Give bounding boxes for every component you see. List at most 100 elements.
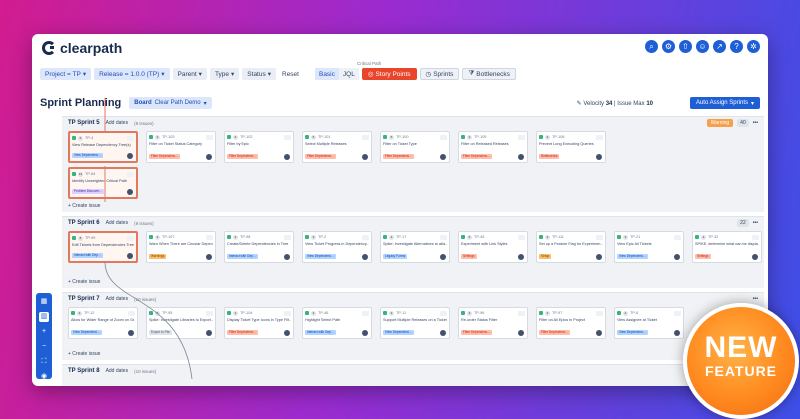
card-menu-button[interactable] <box>596 134 603 140</box>
issue-card[interactable]: 3 TP-17 Spike: Investigate Alternatives to… <box>380 231 450 263</box>
card-menu-button[interactable] <box>440 234 447 240</box>
release-filter[interactable]: Release = 1.0.0 (TP) ▾ <box>94 68 170 80</box>
board-selector[interactable]: Board Clear Path Demo ▾ <box>129 97 212 109</box>
issue-card[interactable]: 3 TP-11 Support Multiple Releases on a Tic… <box>380 307 450 339</box>
bottlenecks-button[interactable]: ⧩ Bottlenecks <box>462 68 516 80</box>
issue-card[interactable]: 5 TP-4 View Release Dependency Tree(s) View… <box>68 131 138 163</box>
jql-mode-button[interactable]: JQL <box>338 68 359 80</box>
issue-card[interactable]: 3 TP-2 View Ticket Progress in Dependency.… <box>302 231 372 263</box>
card-menu-button[interactable] <box>362 134 369 140</box>
issue-card[interactable]: 8 TP-99 Edit Tickets from Dependencies Tre… <box>68 231 138 263</box>
issue-card[interactable]: 3 TP-103 Filter on Ticket Status Category F… <box>146 131 216 163</box>
status-filter[interactable]: Status ▾ <box>242 68 276 80</box>
card-menu-button[interactable] <box>440 310 447 316</box>
basic-mode-button[interactable]: Basic <box>314 68 339 80</box>
parent-filter[interactable]: Parent ▾ <box>172 68 207 80</box>
card-menu-button[interactable] <box>674 310 681 316</box>
board-view-icon[interactable]: ▥ <box>39 312 49 322</box>
user-icon[interactable]: ☺ <box>696 40 709 53</box>
create-issue-button[interactable]: + Create issue <box>68 351 101 357</box>
issue-card[interactable]: 3 TP-32 SPIKE: determine what can be displ… <box>692 231 762 263</box>
story-points-button[interactable]: ◎ Story Points <box>361 68 417 80</box>
story-type-icon <box>149 135 153 139</box>
issue-key: TP-102 <box>240 135 253 139</box>
card-menu-button[interactable] <box>128 310 135 316</box>
calendar-icon[interactable]: ▦ <box>40 298 48 305</box>
card-menu-button[interactable] <box>284 134 291 140</box>
card-menu-button[interactable] <box>596 310 603 316</box>
card-menu-button[interactable] <box>127 171 134 177</box>
project-filter[interactable]: Project = TP ▾ <box>40 68 92 80</box>
pencil-icon[interactable]: ✎ <box>576 100 582 107</box>
story-points-badge: 3 <box>545 310 550 316</box>
settings-icon[interactable]: ⚙ <box>662 40 675 53</box>
card-menu-button[interactable] <box>362 234 369 240</box>
add-dates-button[interactable]: Add dates <box>105 220 129 226</box>
reset-button[interactable]: Reset <box>282 70 299 78</box>
card-menu-button[interactable] <box>284 234 291 240</box>
issue-card[interactable]: 3 TP-98 Create/Delete Dependencies in Tree… <box>224 231 294 263</box>
issue-card[interactable]: 3 TP-107 Warn When There are Circular Depe… <box>146 231 216 263</box>
card-menu-button[interactable] <box>206 234 213 240</box>
board-label: Board <box>134 100 152 106</box>
sprints-button[interactable]: ◷ Sprints <box>419 68 460 80</box>
card-menu-button[interactable] <box>752 234 759 240</box>
issue-card[interactable]: 3 TP-102 Filter by Epic Filter Dependenc... <box>224 131 294 163</box>
create-issue-button[interactable]: + Create issue <box>68 279 101 285</box>
card-menu-button[interactable] <box>206 134 213 140</box>
card-menu-button[interactable] <box>362 310 369 316</box>
issue-card[interactable]: 5 TP-100 Filter on Ticket Type Filter Depen… <box>380 131 450 163</box>
issue-card[interactable]: 13 TP-64 Identify Unweighted Critical Path… <box>68 167 138 199</box>
card-menu-button[interactable] <box>206 310 213 316</box>
issue-card[interactable]: 3 TP-97 Filter on All Epics in Project Filt… <box>536 307 606 339</box>
card-menu-button[interactable] <box>518 134 525 140</box>
add-dates-button[interactable]: Add dates <box>105 296 129 302</box>
card-menu-button[interactable] <box>440 134 447 140</box>
add-dates-button[interactable]: Add dates <box>105 120 129 126</box>
issue-card[interactable]: 3 TP-12 Allow for Wider Range of Zoom on G… <box>68 307 138 339</box>
assignee-avatar <box>596 330 602 336</box>
help-icon[interactable]: ? <box>730 40 743 53</box>
epic-tag: Warnings <box>149 254 167 259</box>
issue-card[interactable]: 3 TP-96 Re-order Status Filter Filter Depen… <box>458 307 528 339</box>
issue-card[interactable]: 5 TP-45 Experiment with Link Styles Setting… <box>458 231 528 263</box>
issue-card[interactable]: 3 TP-21 View Epic All Tickets View Dependen… <box>614 231 684 263</box>
warning-badge[interactable]: Warning <box>706 119 734 127</box>
search-icon[interactable]: ⌕ <box>645 40 658 53</box>
issue-card[interactable]: 3 TP-46 Highlight Select Path Interact with… <box>302 307 372 339</box>
zoom-out-icon[interactable]: − <box>41 343 47 350</box>
share-icon[interactable]: ↗ <box>713 40 726 53</box>
create-issue-button[interactable]: + Create issue <box>68 203 101 209</box>
issue-card[interactable]: 2 TP-6 View Assignee at Ticket View Depende… <box>614 307 684 339</box>
type-filter[interactable]: Type ▾ <box>209 68 240 80</box>
card-menu-button[interactable] <box>127 235 134 241</box>
card-menu-button[interactable] <box>284 310 291 316</box>
card-menu-button[interactable] <box>518 234 525 240</box>
more-options-icon[interactable]: ••• <box>752 220 758 226</box>
issue-count: (8 issues) <box>134 120 154 126</box>
more-options-icon[interactable]: ••• <box>752 120 758 126</box>
issue-card[interactable]: 3 TP-105 Filter on Released Releases Filter… <box>458 131 528 163</box>
issue-card[interactable]: 3 TP-111 Set up a Feature Flag for Experim… <box>536 231 606 263</box>
upload-icon[interactable]: ⇧ <box>679 40 692 53</box>
epic-tag: View Dependenc... <box>305 254 336 259</box>
issue-card[interactable]: 5 TP-101 Select Multiple Releases Filter De… <box>302 131 372 163</box>
card-menu-button[interactable] <box>596 234 603 240</box>
issue-card[interactable]: 3 TP-106 Prevent Long Executing Queries Bot… <box>536 131 606 163</box>
eye-icon[interactable]: ◉ <box>40 373 48 380</box>
card-header-row: 3 TP-105 <box>461 134 525 140</box>
story-type-icon <box>383 135 387 139</box>
gear-icon[interactable]: ✲ <box>747 40 760 53</box>
story-points-label: Story Points <box>375 70 411 78</box>
app-logo: clearpath <box>42 40 122 56</box>
card-menu-button[interactable] <box>127 135 134 141</box>
card-menu-button[interactable] <box>674 234 681 240</box>
card-menu-button[interactable] <box>518 310 525 316</box>
fit-screen-icon[interactable]: ⛶ <box>41 358 47 365</box>
zoom-in-icon[interactable]: + <box>41 328 47 335</box>
more-options-icon[interactable]: ••• <box>752 296 758 302</box>
issue-card[interactable]: 5 TP-95 Spike: Investigate Libraries to Ex… <box>146 307 216 339</box>
add-dates-button[interactable]: Add dates <box>105 368 129 374</box>
issue-card[interactable]: 3 TP-104 Display Ticket Type Icons in Type… <box>224 307 294 339</box>
auto-assign-sprints-button[interactable]: Auto Assign Sprints ▾ <box>689 97 760 109</box>
